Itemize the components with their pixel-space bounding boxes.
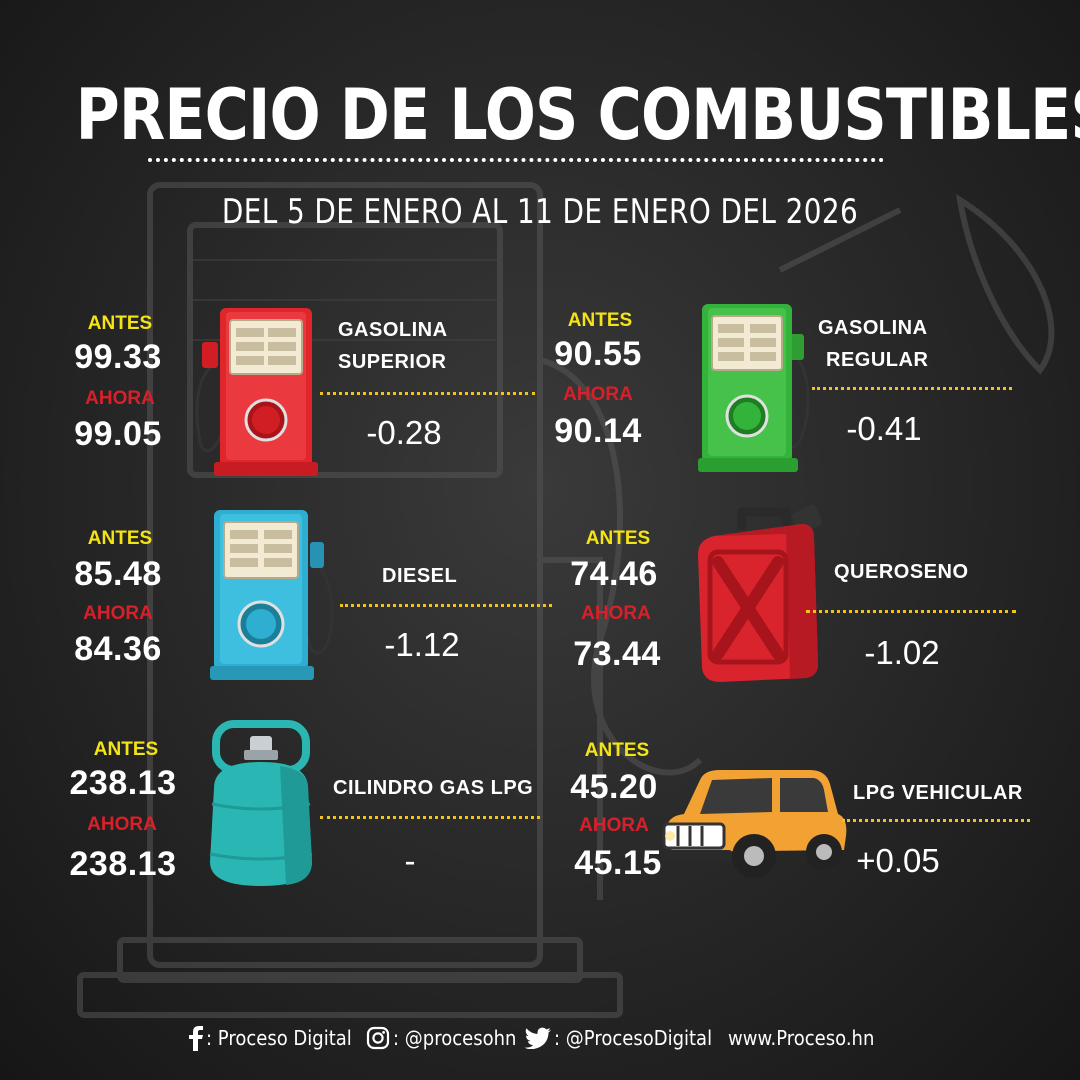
social-footer: : Proceso Digital : @procesohn : @Proces… <box>0 1022 1080 1054</box>
instagram-icon[interactable] <box>366 1026 390 1050</box>
queroseno-difference: -1.02 <box>864 634 940 671</box>
gasolina-superior-name-line1: GASOLINA <box>338 319 448 341</box>
diesel-ahora-price: 84.36 <box>74 630 162 668</box>
ahora-label: AHORA <box>83 603 153 624</box>
gasolina-regular-name-line1: GASOLINA <box>818 317 928 339</box>
diesel-name: DIESEL <box>382 565 458 587</box>
diesel-difference: -1.12 <box>384 626 460 663</box>
gasolina-superior-antes-price: 99.33 <box>74 338 162 376</box>
ahora-label: AHORA <box>563 384 633 405</box>
queroseno-name: QUEROSENO <box>834 561 969 583</box>
lpg-vehicular-antes-price: 45.20 <box>570 768 658 806</box>
date-range-subtitle: DEL 5 DE ENERO AL 11 DE ENERO DEL 2026 <box>221 192 859 232</box>
antes-label: ANTES <box>585 528 651 549</box>
gasolina-superior-difference: -0.28 <box>366 414 442 451</box>
facebook-icon[interactable] <box>188 1025 204 1051</box>
twitter-handle[interactable]: : @ProcesoDigital <box>554 1026 713 1050</box>
gasolina-regular-name-line2: REGULAR <box>826 349 929 371</box>
orange-car-icon <box>660 770 847 878</box>
title-divider <box>148 158 884 162</box>
antes-label: ANTES <box>584 740 650 761</box>
red-jerry-can-icon <box>698 504 823 682</box>
gasolina-regular-ahora-price: 90.14 <box>554 412 642 450</box>
gasolina-regular-difference: -0.41 <box>846 410 922 447</box>
lpg-vehicular-ahora-price: 45.15 <box>574 844 662 882</box>
queroseno-antes-price: 74.46 <box>570 555 658 593</box>
ahora-label: AHORA <box>579 815 649 836</box>
queroseno-dotted-line <box>806 610 1016 613</box>
gasolina-superior-ahora-price: 99.05 <box>74 415 162 453</box>
gasolina-superior-dotted-line <box>320 392 535 395</box>
ahora-label: AHORA <box>581 603 651 624</box>
website-link[interactable]: www.Proceso.hn <box>728 1026 875 1050</box>
page-title: PRECIO DE LOS COMBUSTIBLES <box>75 74 1080 156</box>
antes-label: ANTES <box>93 739 159 760</box>
cilindro-gas-lpg-difference: - <box>404 842 416 879</box>
lpg-vehicular-dotted-line <box>842 819 1030 822</box>
twitter-bird-icon[interactable] <box>524 1027 552 1049</box>
antes-label: ANTES <box>87 528 153 549</box>
lpg-vehicular-name: LPG VEHICULAR <box>853 782 1023 804</box>
instagram-handle[interactable]: : @procesohn <box>393 1026 517 1050</box>
diesel-antes-price: 85.48 <box>74 555 162 593</box>
queroseno-ahora-price: 73.44 <box>573 635 661 673</box>
gas-cylinder-icon <box>209 720 313 886</box>
blue-fuel-pump-icon <box>210 510 334 680</box>
red-fuel-pump-icon <box>195 308 318 476</box>
gasolina-regular-antes-price: 90.55 <box>554 335 642 373</box>
antes-label: ANTES <box>87 313 153 334</box>
cilindro-gas-lpg-name: CILINDRO GAS LPG <box>333 777 534 799</box>
cilindro-gas-lpg-antes-price: 238.13 <box>69 764 177 802</box>
facebook-handle[interactable]: : Proceso Digital <box>206 1026 352 1050</box>
cilindro-gas-lpg-dotted-line <box>320 816 540 819</box>
gasolina-regular-dotted-line <box>812 387 1012 390</box>
lpg-vehicular-difference: +0.05 <box>856 842 940 879</box>
ahora-label: AHORA <box>85 388 155 409</box>
cilindro-gas-lpg-ahora-price: 238.13 <box>69 845 177 883</box>
green-fuel-pump-icon <box>673 304 810 472</box>
diesel-dotted-line <box>340 604 552 607</box>
gasolina-superior-name-line2: SUPERIOR <box>338 351 447 373</box>
ahora-label: AHORA <box>87 814 157 835</box>
antes-label: ANTES <box>567 310 633 331</box>
